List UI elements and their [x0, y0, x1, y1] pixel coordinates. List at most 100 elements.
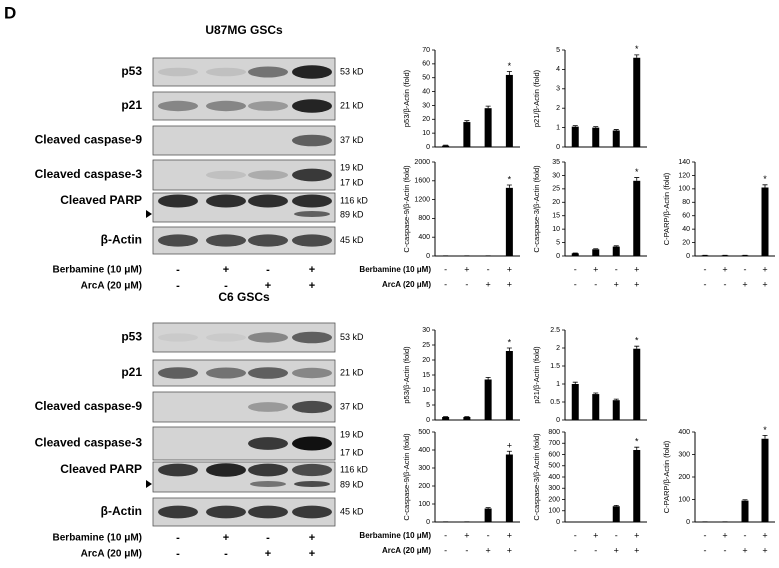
band: [206, 333, 246, 342]
y-tick-label: 0: [426, 253, 430, 260]
treatment-sign: +: [722, 264, 727, 274]
size-label: 53 kD: [340, 66, 364, 76]
y-tick-label: 4: [556, 66, 560, 73]
treatment-name: Berbamine (10 μM): [53, 265, 142, 276]
size-label: 21 kD: [340, 367, 364, 377]
band: [206, 67, 246, 77]
treatment-sign: -: [574, 264, 577, 274]
y-tick-label: 600: [548, 451, 560, 458]
y-tick-label: 0: [556, 519, 560, 526]
band: [206, 463, 246, 477]
y-tick-label: 30: [552, 172, 560, 179]
error-bar: [742, 499, 748, 501]
y-axis-label: C-PARP/β-Actin (fold): [662, 172, 671, 245]
treatment-sign: -: [574, 279, 577, 289]
blot-label: p21: [121, 98, 142, 112]
error-bar: [464, 120, 470, 123]
treatment-sign: -: [487, 264, 490, 274]
treatment-sign: -: [444, 530, 447, 540]
y-tick-label: 0: [556, 253, 560, 260]
y-tick-label: 200: [548, 496, 560, 503]
bar: [505, 351, 513, 420]
band: [158, 100, 198, 112]
section-title: C6 GSCs: [218, 290, 270, 304]
blot-label: Cleaved PARP: [60, 462, 142, 476]
treatment-sign: -: [176, 548, 180, 560]
treatment-sign: +: [485, 545, 490, 555]
error-bar: [506, 450, 512, 455]
treatment-sign: +: [507, 264, 512, 274]
band: [292, 194, 332, 208]
y-tick-label: 1: [556, 124, 560, 131]
bar: [592, 249, 600, 256]
error-bar: [762, 434, 768, 439]
treatment-sign: -: [744, 264, 747, 274]
y-tick-label: 15: [552, 213, 560, 220]
error-bar: [593, 392, 599, 395]
y-tick-label: 10: [552, 226, 560, 233]
treatment-sign: +: [223, 532, 229, 544]
y-axis-label: C-caspase-9/β-Actin (fold): [402, 433, 411, 521]
band: [248, 402, 288, 412]
band: [248, 437, 288, 450]
band: [206, 234, 246, 247]
error-bar: [634, 177, 640, 181]
y-tick-label: 300: [548, 485, 560, 492]
y-tick-label: 1200: [414, 196, 430, 203]
band: [294, 211, 330, 217]
y-tick-label: 200: [418, 483, 430, 490]
treatment-sign: -: [704, 530, 707, 540]
treatment-sign: -: [744, 530, 747, 540]
y-tick-label: 100: [678, 496, 690, 503]
y-tick-label: 300: [678, 451, 690, 458]
error-bar: [613, 245, 619, 247]
treatment-name: Berbamine (10 μM): [53, 533, 142, 544]
error-bar: [506, 71, 512, 75]
size-label: 21 kD: [340, 100, 364, 110]
size-label: 89 kD: [340, 209, 364, 219]
bar: [633, 348, 641, 420]
y-tick-label: 120: [678, 172, 690, 179]
treatment-sign: +: [309, 548, 315, 560]
y-tick-label: 2: [556, 105, 560, 112]
y-tick-label: 0: [686, 253, 690, 260]
y-tick-label: 80: [682, 199, 690, 206]
y-axis-label: p21/β-Actin (fold): [532, 346, 541, 404]
bar: [484, 379, 492, 420]
treatment-sign: -: [487, 530, 490, 540]
bar: [761, 187, 769, 256]
y-tick-label: 15: [422, 372, 430, 379]
treatment-sign: -: [176, 532, 180, 544]
y-tick-label: 2.5: [550, 327, 560, 334]
treatment-sign: -: [465, 279, 468, 289]
bar: [741, 500, 749, 522]
treatment-sign: +: [507, 279, 512, 289]
treatment-sign: +: [265, 280, 271, 292]
bar: [701, 255, 709, 256]
y-tick-label: 30: [422, 327, 430, 334]
treatment-sign: -: [176, 264, 180, 276]
error-bar: [762, 184, 768, 188]
size-label: 116 kD: [340, 464, 368, 474]
significance-mark: *: [635, 437, 639, 447]
treatment-sign: +: [309, 264, 315, 276]
y-tick-label: 25: [552, 186, 560, 193]
treatment-sign: +: [614, 279, 619, 289]
bar: [571, 253, 579, 256]
y-tick-label: 100: [418, 501, 430, 508]
treatment-name: ArcA (20 μM): [382, 546, 431, 555]
treatment-sign: -: [615, 264, 618, 274]
band: [158, 194, 198, 208]
bar: [761, 438, 769, 522]
treatment-sign: -: [266, 264, 270, 276]
treatment-sign: +: [762, 279, 767, 289]
size-label: 37 kD: [340, 135, 364, 145]
band: [206, 100, 246, 112]
y-tick-label: 800: [418, 215, 430, 222]
bar: [571, 126, 579, 147]
band: [294, 481, 330, 487]
treatment-sign: -: [704, 264, 707, 274]
y-tick-label: 40: [682, 226, 690, 233]
y-axis-label: p21/β-Actin (fold): [532, 69, 541, 127]
bar: [463, 122, 471, 147]
